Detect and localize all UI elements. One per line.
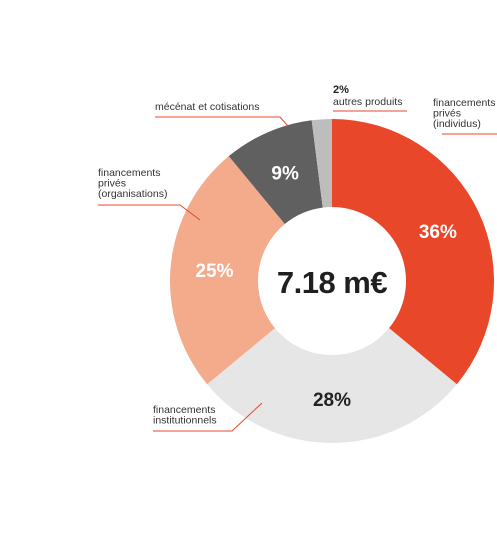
annotation-individus-line-2: (individus) bbox=[433, 118, 481, 130]
slice-individus bbox=[332, 119, 494, 385]
center-total-label: 7.18 m€ bbox=[277, 265, 388, 300]
pct-label-individus: 36% bbox=[419, 222, 457, 243]
annotation-mecenat-line-0: mécénat et cotisations bbox=[155, 101, 259, 113]
annotation-organisations-line-2: (organisations) bbox=[98, 188, 167, 200]
leader-line-organisations bbox=[98, 204, 201, 221]
slices-layer bbox=[170, 119, 494, 443]
annotation-individus-line-1: privés bbox=[433, 108, 461, 120]
pct-label-institutionnels: 28% bbox=[313, 390, 351, 411]
annotation-institutionnels-line-0: financements bbox=[153, 404, 215, 416]
annotation-autres-line-0: autres produits bbox=[333, 96, 402, 108]
leader-line-mecenat bbox=[155, 116, 289, 127]
annotation-institutionnels-line-1: institutionnels bbox=[153, 415, 217, 427]
slice-institutionnels bbox=[207, 328, 457, 443]
annotation-organisations-line-1: privés bbox=[98, 178, 126, 190]
pct-label-organisations: 25% bbox=[196, 261, 234, 282]
annotation-individus-line-0: financements bbox=[433, 97, 495, 109]
annotations-layer: financementsprivés(individus)financement… bbox=[98, 84, 497, 432]
pct-label-mecenat: 9% bbox=[271, 164, 299, 185]
leader-line-institutionnels bbox=[153, 402, 263, 432]
slice-organisations bbox=[170, 156, 285, 385]
slice-mecenat bbox=[228, 120, 323, 224]
percent-labels-layer: 36% 28% 25% 9% bbox=[196, 164, 457, 411]
pct-label-autres: 2% bbox=[333, 84, 349, 96]
annotation-organisations-line-0: financements bbox=[98, 167, 160, 179]
slice-autres bbox=[311, 119, 332, 208]
